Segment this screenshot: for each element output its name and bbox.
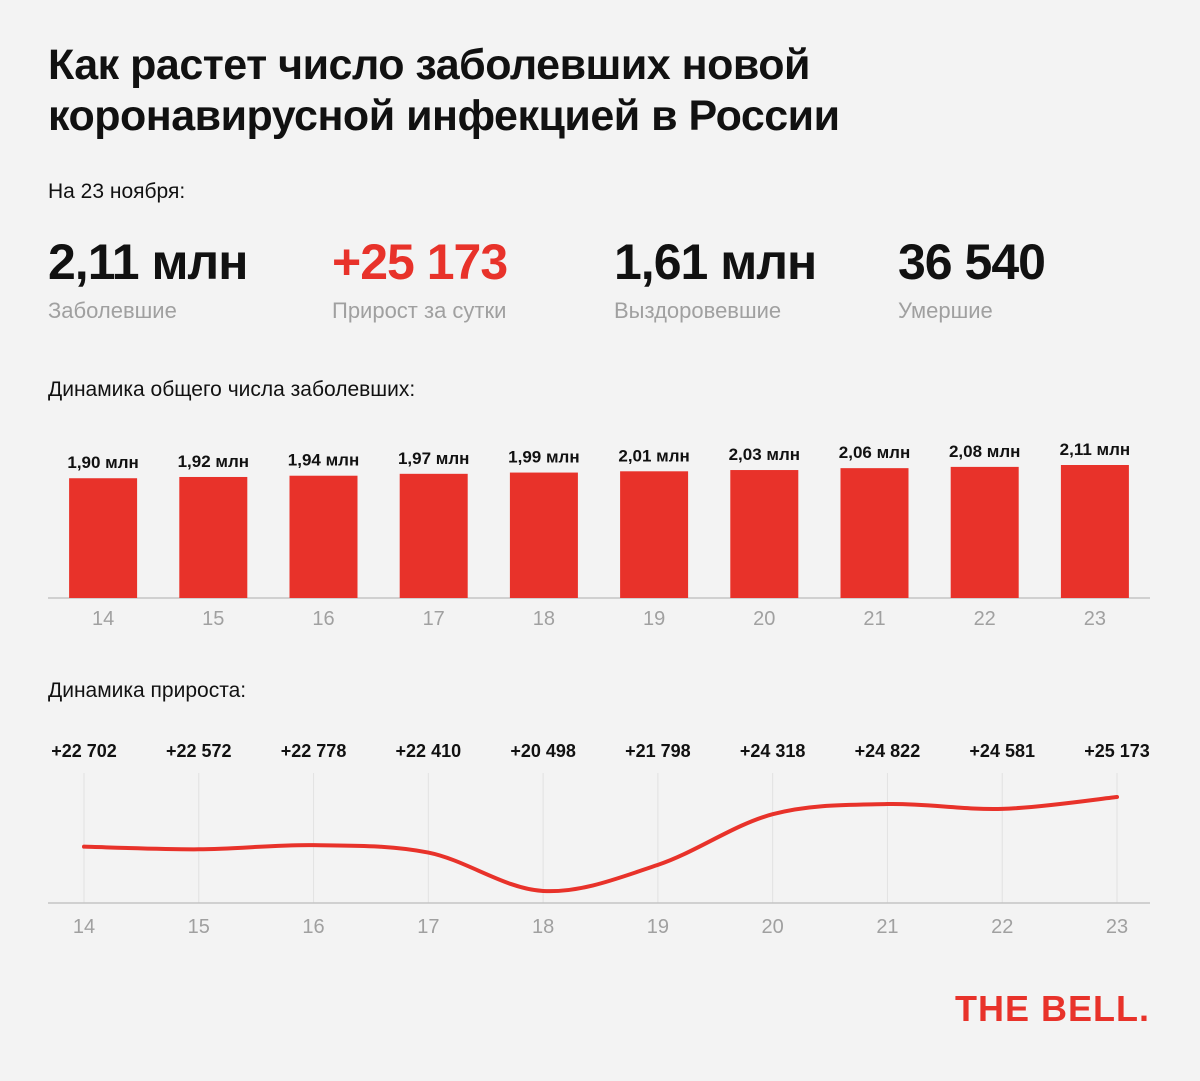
bar [1060, 465, 1129, 598]
bar-value-label: 1,97 млн [398, 449, 469, 468]
x-tick-label: 14 [73, 916, 95, 938]
stat-cases-value: 2,11 млн [48, 234, 248, 290]
series-line [82, 795, 1119, 894]
point-value-label: +24 822 [855, 741, 921, 761]
x-tick-label: 19 [647, 916, 669, 938]
point-value-label: +22 572 [166, 741, 232, 761]
bar [69, 478, 138, 598]
stat-daily-increase: +25 173 Прирост за сутки [332, 232, 508, 324]
x-tick-label: 17 [417, 916, 439, 938]
point-value-label: +22 778 [281, 741, 347, 761]
stat-cases-label: Заболевшие [48, 298, 177, 323]
bar [730, 470, 799, 598]
stat-daily-increase-value: +25 173 [332, 234, 508, 290]
bar-chart: 1,90 млн 14 1,92 млн 15 1,94 млн 16 1,97 млн 17… [48, 440, 1150, 630]
x-tick-label: 21 [863, 608, 885, 630]
bar-value-label: 2,01 млн [618, 446, 689, 465]
stat-deaths-label: Умершие [898, 298, 993, 323]
bar-value-label: 1,90 млн [67, 453, 138, 472]
x-tick-label: 22 [991, 916, 1013, 938]
stat-recovered-value: 1,61 млн [614, 234, 817, 290]
bar [179, 476, 248, 598]
bar-value-label: 2,11 млн [1060, 440, 1131, 459]
x-tick-label: 23 [1106, 916, 1128, 938]
point-value-label: +22 410 [396, 741, 462, 761]
x-tick-label: 19 [643, 608, 665, 630]
bar-value-label: 2,08 млн [949, 442, 1020, 461]
x-tick-label: 16 [302, 916, 324, 938]
point-value-label: +22 702 [51, 741, 117, 761]
bar [840, 468, 909, 598]
stat-deaths-value: 36 540 [898, 234, 1046, 290]
bar [289, 475, 358, 598]
x-tick-label: 18 [533, 608, 555, 630]
brand-logo: THE BELL. [955, 988, 1150, 1029]
bar-value-label: 1,99 млн [508, 448, 579, 467]
x-tick-label: 17 [423, 608, 445, 630]
stat-cases: 2,11 млн Заболевшие [48, 232, 248, 324]
x-tick-label: 16 [312, 608, 334, 630]
x-tick-label: 18 [532, 916, 554, 938]
x-tick-label: 14 [92, 608, 114, 630]
line-chart-title: Динамика прироста: [48, 679, 247, 702]
stat-recovered-label: Выздоровевшие [614, 298, 782, 323]
stat-daily-increase-label: Прирост за сутки [332, 298, 507, 323]
as-of-date: На 23 ноября: [48, 180, 186, 203]
bar [950, 466, 1019, 598]
x-tick-label: 23 [1084, 608, 1106, 630]
stat-deaths: 36 540 Умершие [898, 232, 1046, 324]
x-tick-label: 15 [188, 916, 210, 938]
stat-recovered: 1,61 млн Выздоровевшие [614, 232, 817, 324]
point-value-label: +20 498 [510, 741, 576, 761]
x-tick-label: 20 [753, 608, 775, 630]
point-value-label: +24 581 [969, 741, 1035, 761]
point-value-label: +25 173 [1084, 741, 1150, 761]
bar-chart-title: Динамика общего числа заболевших: [48, 378, 416, 401]
bar-value-label: 1,92 млн [178, 452, 249, 471]
page-title: Как растет число заболевших новой корона… [48, 41, 840, 140]
x-tick-label: 22 [974, 608, 996, 630]
bar-value-label: 1,94 млн [288, 451, 359, 470]
x-tick-label: 20 [762, 916, 784, 938]
point-value-label: +24 318 [740, 741, 806, 761]
line-chart: +22 702 14 +22 572 15 +22 778 16 +22 410 17 +20 … [48, 741, 1150, 938]
bar [620, 471, 689, 598]
bar-value-label: 2,03 млн [729, 445, 800, 464]
x-tick-label: 21 [876, 916, 898, 938]
bar-value-label: 2,06 млн [839, 443, 910, 462]
point-value-label: +21 798 [625, 741, 691, 761]
bar [509, 472, 578, 598]
bar [399, 473, 468, 598]
x-tick-label: 15 [202, 608, 224, 630]
